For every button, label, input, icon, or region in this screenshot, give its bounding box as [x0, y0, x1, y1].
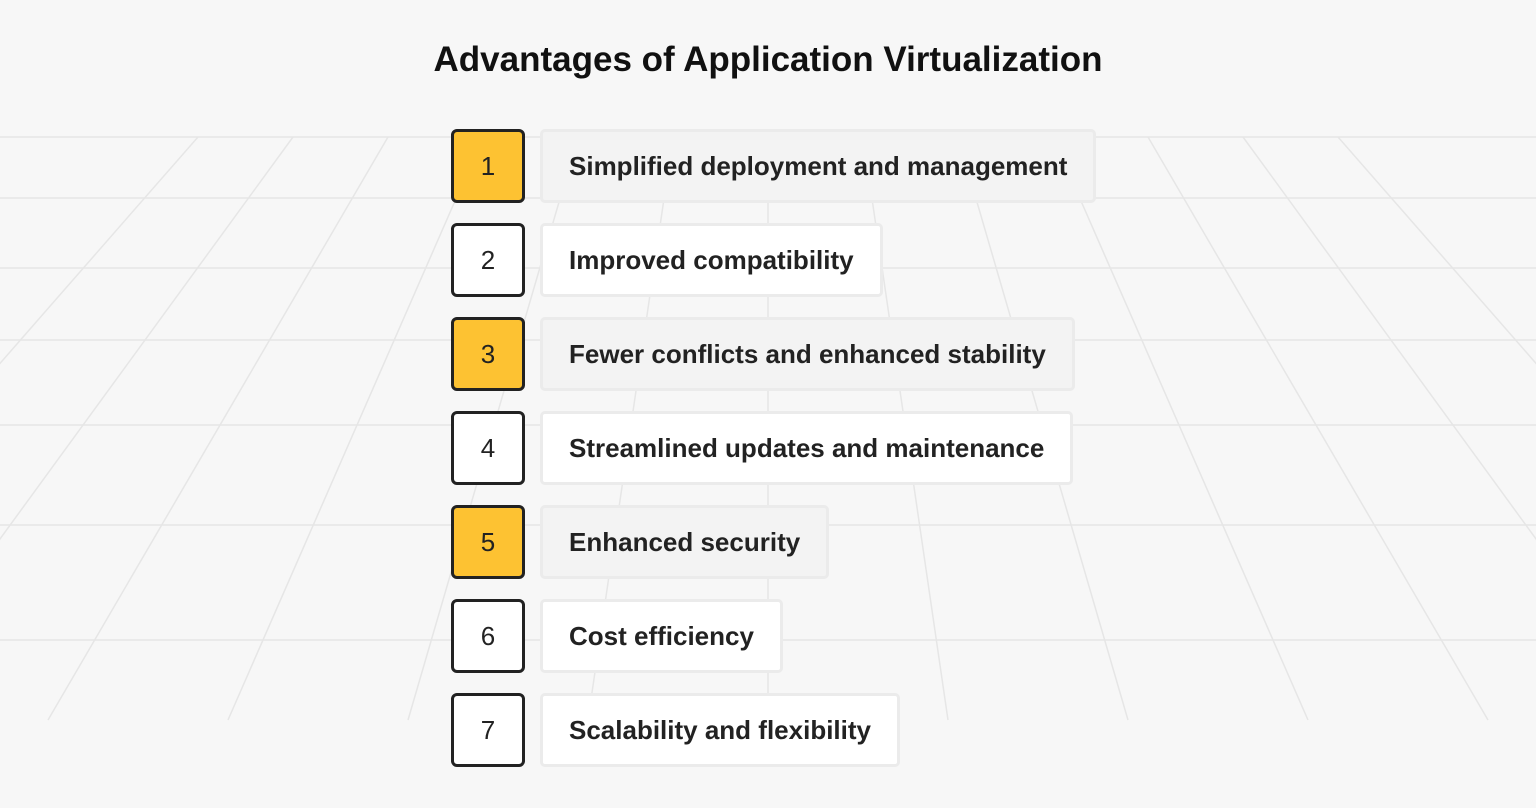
item-number-badge: 4 [451, 411, 525, 485]
grid-line [1242, 136, 1536, 541]
item-label: Improved compatibility [540, 223, 883, 297]
item-number-badge: 7 [451, 693, 525, 767]
item-number-badge: 5 [451, 505, 525, 579]
list-item: 7 Scalability and flexibility [451, 693, 900, 767]
item-number-badge: 1 [451, 129, 525, 203]
item-number-badge: 2 [451, 223, 525, 297]
item-number-badge: 3 [451, 317, 525, 391]
list-item: 6 Cost efficiency [451, 599, 783, 673]
item-label: Fewer conflicts and enhanced stability [540, 317, 1075, 391]
grid-line [0, 136, 199, 365]
list-item: 1 Simplified deployment and management [451, 129, 1097, 203]
page-title: Advantages of Application Virtualization [433, 40, 1103, 79]
list-item: 4 Streamlined updates and maintenance [451, 411, 1074, 485]
item-label: Enhanced security [540, 505, 830, 579]
grid-line [1337, 136, 1536, 365]
list-item: 3 Fewer conflicts and enhanced stability [451, 317, 1075, 391]
grid-line [47, 136, 389, 721]
grid-line [1147, 136, 1489, 721]
item-label: Scalability and flexibility [540, 693, 900, 767]
grid-line [1052, 136, 1309, 721]
grid-line [227, 136, 484, 721]
item-number-badge: 6 [451, 599, 525, 673]
item-label: Cost efficiency [540, 599, 783, 673]
list-item: 2 Improved compatibility [451, 223, 883, 297]
list-item: 5 Enhanced security [451, 505, 830, 579]
grid-line [0, 136, 294, 541]
item-label: Simplified deployment and management [540, 129, 1097, 203]
item-label: Streamlined updates and maintenance [540, 411, 1074, 485]
